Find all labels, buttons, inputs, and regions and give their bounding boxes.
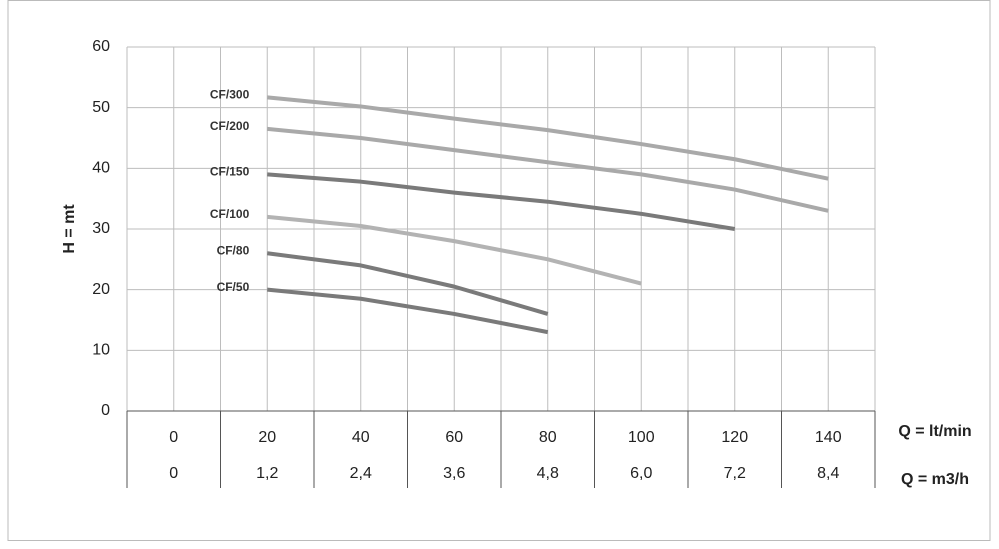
x-tick-label: 100: [628, 429, 655, 446]
x2-tick-label: 8,4: [817, 465, 839, 482]
x-tick-label: 40: [352, 429, 370, 446]
x2-axis-label: Q = m3/h: [901, 471, 969, 488]
series-line: [266, 251, 549, 316]
series-line: [267, 172, 736, 231]
x2-tick-label: 6,0: [630, 465, 652, 482]
series-line: [267, 214, 642, 286]
series-line: [267, 95, 829, 181]
x-tick-label: 20: [258, 429, 276, 446]
series-line: [267, 126, 829, 213]
x-axis-label: Q = lt/min: [898, 423, 971, 440]
x-tick-label: 120: [721, 429, 748, 446]
series-label: CF/50: [217, 280, 250, 294]
x-tick-label: 80: [539, 429, 557, 446]
y-tick-label: 0: [101, 402, 110, 419]
y-tick-label: 30: [92, 220, 110, 237]
x-tick-label: 140: [815, 429, 842, 446]
frame: [7, 0, 991, 541]
x2-tick-label: 2,4: [350, 465, 372, 482]
series-line: [267, 287, 549, 335]
y-tick-label: 50: [92, 99, 110, 116]
x-tick-label: 60: [445, 429, 463, 446]
x2-tick-label: 1,2: [256, 465, 278, 482]
series-label: CF/300: [210, 88, 250, 102]
x2-tick-label: 4,8: [537, 465, 559, 482]
series-label: CF/100: [210, 207, 250, 221]
x-tick-label: 0: [169, 429, 178, 446]
x2-tick-label: 3,6: [443, 465, 465, 482]
y-tick-label: 40: [92, 160, 110, 177]
y-tick-label: 10: [92, 342, 110, 359]
x2-tick-label: 7,2: [724, 465, 746, 482]
series-label: CF/150: [210, 165, 250, 179]
y-tick-label: 60: [92, 38, 110, 55]
series-label: CF/80: [217, 243, 250, 257]
series-label: CF/200: [210, 119, 250, 133]
y-tick-label: 20: [92, 281, 110, 298]
x2-tick-label: 0: [169, 465, 178, 482]
y-axis-label: H = mt: [61, 204, 78, 254]
